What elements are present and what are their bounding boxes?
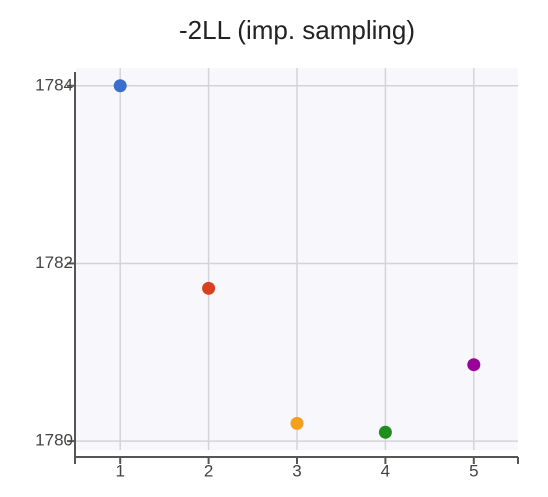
- point: [378, 425, 392, 439]
- point: [467, 358, 481, 372]
- y-tick-label: 1782: [35, 253, 73, 272]
- x-tick-label: 3: [292, 461, 301, 480]
- point: [202, 281, 216, 295]
- y-tick-label: 1784: [35, 75, 73, 94]
- x-tick-label: 1: [115, 461, 124, 480]
- chart-title: -2LL (imp. sampling): [179, 15, 415, 45]
- y-tick-label: 1780: [35, 431, 73, 450]
- x-tick-label: 2: [204, 461, 213, 480]
- x-tick-label: 5: [469, 461, 478, 480]
- point: [290, 416, 304, 430]
- point: [113, 79, 127, 93]
- x-tick-label: 4: [381, 461, 390, 480]
